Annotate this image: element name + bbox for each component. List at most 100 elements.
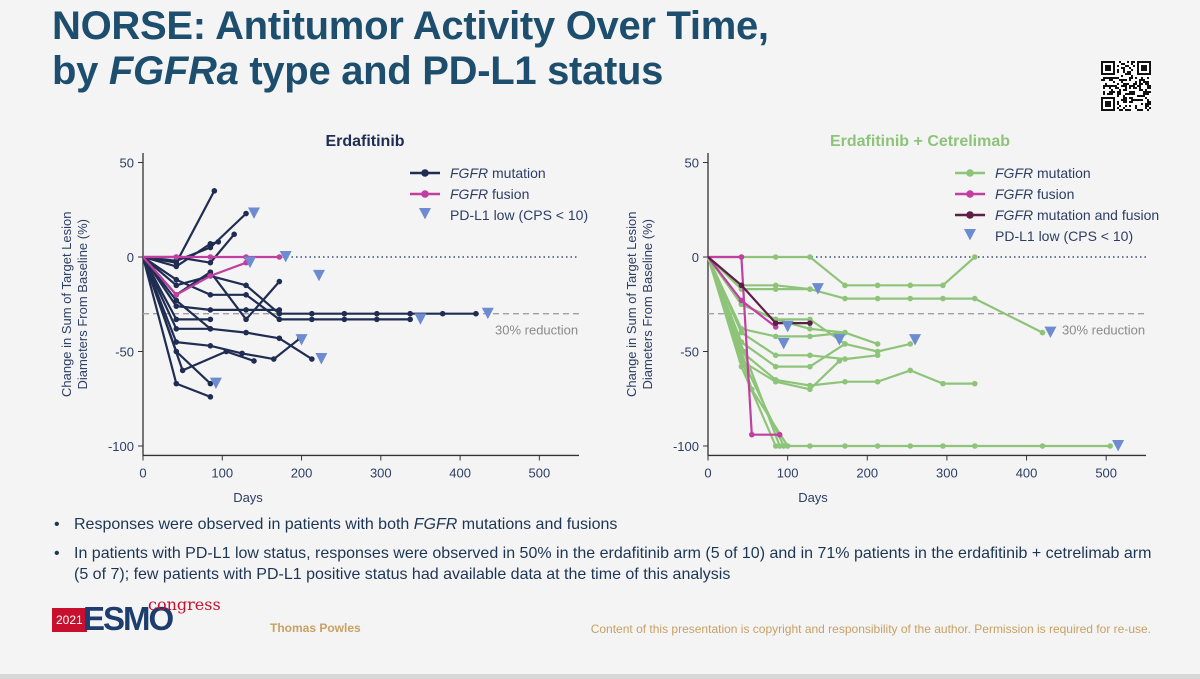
- title-line-1: NORSE: Antitumor Activity Over Time,: [52, 4, 769, 48]
- data-point: [772, 443, 779, 449]
- x-tick-label: 200: [856, 465, 878, 480]
- x-tick-label: 400: [1016, 465, 1038, 480]
- x-tick-label: 400: [449, 465, 471, 480]
- qr-module: [1133, 93, 1135, 95]
- qr-finder-inner: [1141, 65, 1147, 71]
- qr-module: [1143, 95, 1145, 97]
- qr-module: [1123, 71, 1125, 73]
- qr-module: [1117, 65, 1119, 67]
- legend-label: FGFR fusion: [450, 186, 529, 202]
- qr-module: [1141, 89, 1143, 91]
- qr-module: [1117, 69, 1119, 71]
- qr-module: [1117, 107, 1119, 109]
- qr-module: [1133, 83, 1135, 85]
- legend-label: FGFR fusion: [995, 186, 1074, 202]
- data-point: [807, 363, 813, 370]
- qr-module: [1103, 87, 1105, 89]
- qr-module: [1129, 67, 1131, 69]
- qr-module: [1123, 95, 1125, 97]
- qr-module: [1135, 99, 1137, 101]
- data-point: [276, 316, 283, 323]
- data-point: [940, 380, 946, 387]
- qr-module: [1121, 75, 1123, 77]
- qr-module: [1117, 95, 1119, 97]
- qr-module: [1145, 93, 1147, 95]
- y-axis-label-line: Change in Sum of Target Lesion: [624, 212, 639, 398]
- qr-module: [1109, 85, 1111, 87]
- qr-module: [1117, 87, 1119, 89]
- data-point: [179, 367, 186, 374]
- data-point: [842, 341, 848, 347]
- data-point: [473, 310, 479, 317]
- qr-module: [1133, 91, 1135, 93]
- data-point: [173, 316, 180, 323]
- qr-module: [1143, 91, 1145, 93]
- data-point: [842, 282, 848, 289]
- x-tick-label: 0: [139, 465, 146, 480]
- data-point: [173, 339, 180, 345]
- qr-module: [1131, 63, 1133, 65]
- data-point: [243, 282, 249, 289]
- data-point: [207, 259, 214, 266]
- logo-congress: congress: [148, 595, 221, 614]
- qr-module: [1125, 101, 1127, 103]
- data-point: [874, 295, 881, 302]
- data-point: [231, 231, 237, 238]
- data-point: [243, 210, 249, 217]
- qr-module: [1125, 105, 1127, 107]
- data-point: [276, 307, 283, 313]
- qr-module: [1143, 93, 1145, 95]
- x-tick-label: 300: [936, 465, 958, 480]
- qr-module: [1147, 91, 1149, 93]
- qr-module: [1133, 61, 1135, 63]
- qr-module: [1131, 101, 1133, 103]
- data-point: [874, 341, 881, 347]
- qr-module: [1133, 87, 1135, 89]
- qr-module: [1149, 87, 1151, 89]
- data-point: [807, 254, 813, 260]
- legend-dot-swatch: [966, 190, 974, 198]
- data-point: [439, 310, 446, 317]
- legend-label-italic: FGFR: [450, 186, 488, 202]
- qr-module: [1127, 65, 1129, 67]
- qr-module: [1139, 81, 1141, 83]
- data-point: [309, 316, 315, 323]
- qr-module: [1121, 81, 1123, 83]
- qr-module: [1139, 99, 1141, 101]
- qr-module: [1145, 103, 1147, 105]
- qr-module: [1141, 109, 1143, 111]
- qr-module: [1117, 93, 1119, 95]
- y-axis-label: Change in Sum of Target LesionDiameters …: [624, 212, 655, 398]
- series-line: [142, 256, 247, 296]
- qr-module: [1137, 99, 1139, 101]
- pd-l1-low-marker: [1112, 440, 1125, 452]
- qr-module: [1123, 83, 1125, 85]
- data-point: [173, 380, 180, 387]
- qr-module: [1125, 89, 1127, 91]
- data-point: [842, 356, 848, 362]
- qr-module: [1133, 99, 1135, 101]
- qr-module: [1125, 99, 1127, 101]
- data-point: [207, 292, 214, 298]
- qr-module: [1109, 93, 1111, 95]
- bullet-list: Responses were observed in patients with…: [52, 514, 1152, 593]
- pd-l1-low-marker: [315, 353, 328, 365]
- data-point: [738, 329, 745, 336]
- qr-module: [1121, 67, 1123, 69]
- qr-module: [1139, 87, 1141, 89]
- data-point: [772, 254, 779, 260]
- bullet-1-post: mutations and fusions: [457, 516, 618, 533]
- x-tick-label: 100: [211, 465, 233, 480]
- qr-module: [1145, 83, 1147, 85]
- data-point: [207, 273, 214, 279]
- y-tick-label: 50: [685, 156, 699, 171]
- chart-title: Erdafitinib + Cetrelimab: [830, 133, 1010, 150]
- data-point: [207, 240, 214, 247]
- data-point: [874, 443, 881, 449]
- data-point: [874, 378, 881, 385]
- qr-module: [1145, 105, 1147, 107]
- data-point: [807, 286, 813, 292]
- data-point: [173, 297, 180, 304]
- legend-dot-swatch: [966, 169, 974, 177]
- qr-module: [1103, 77, 1105, 79]
